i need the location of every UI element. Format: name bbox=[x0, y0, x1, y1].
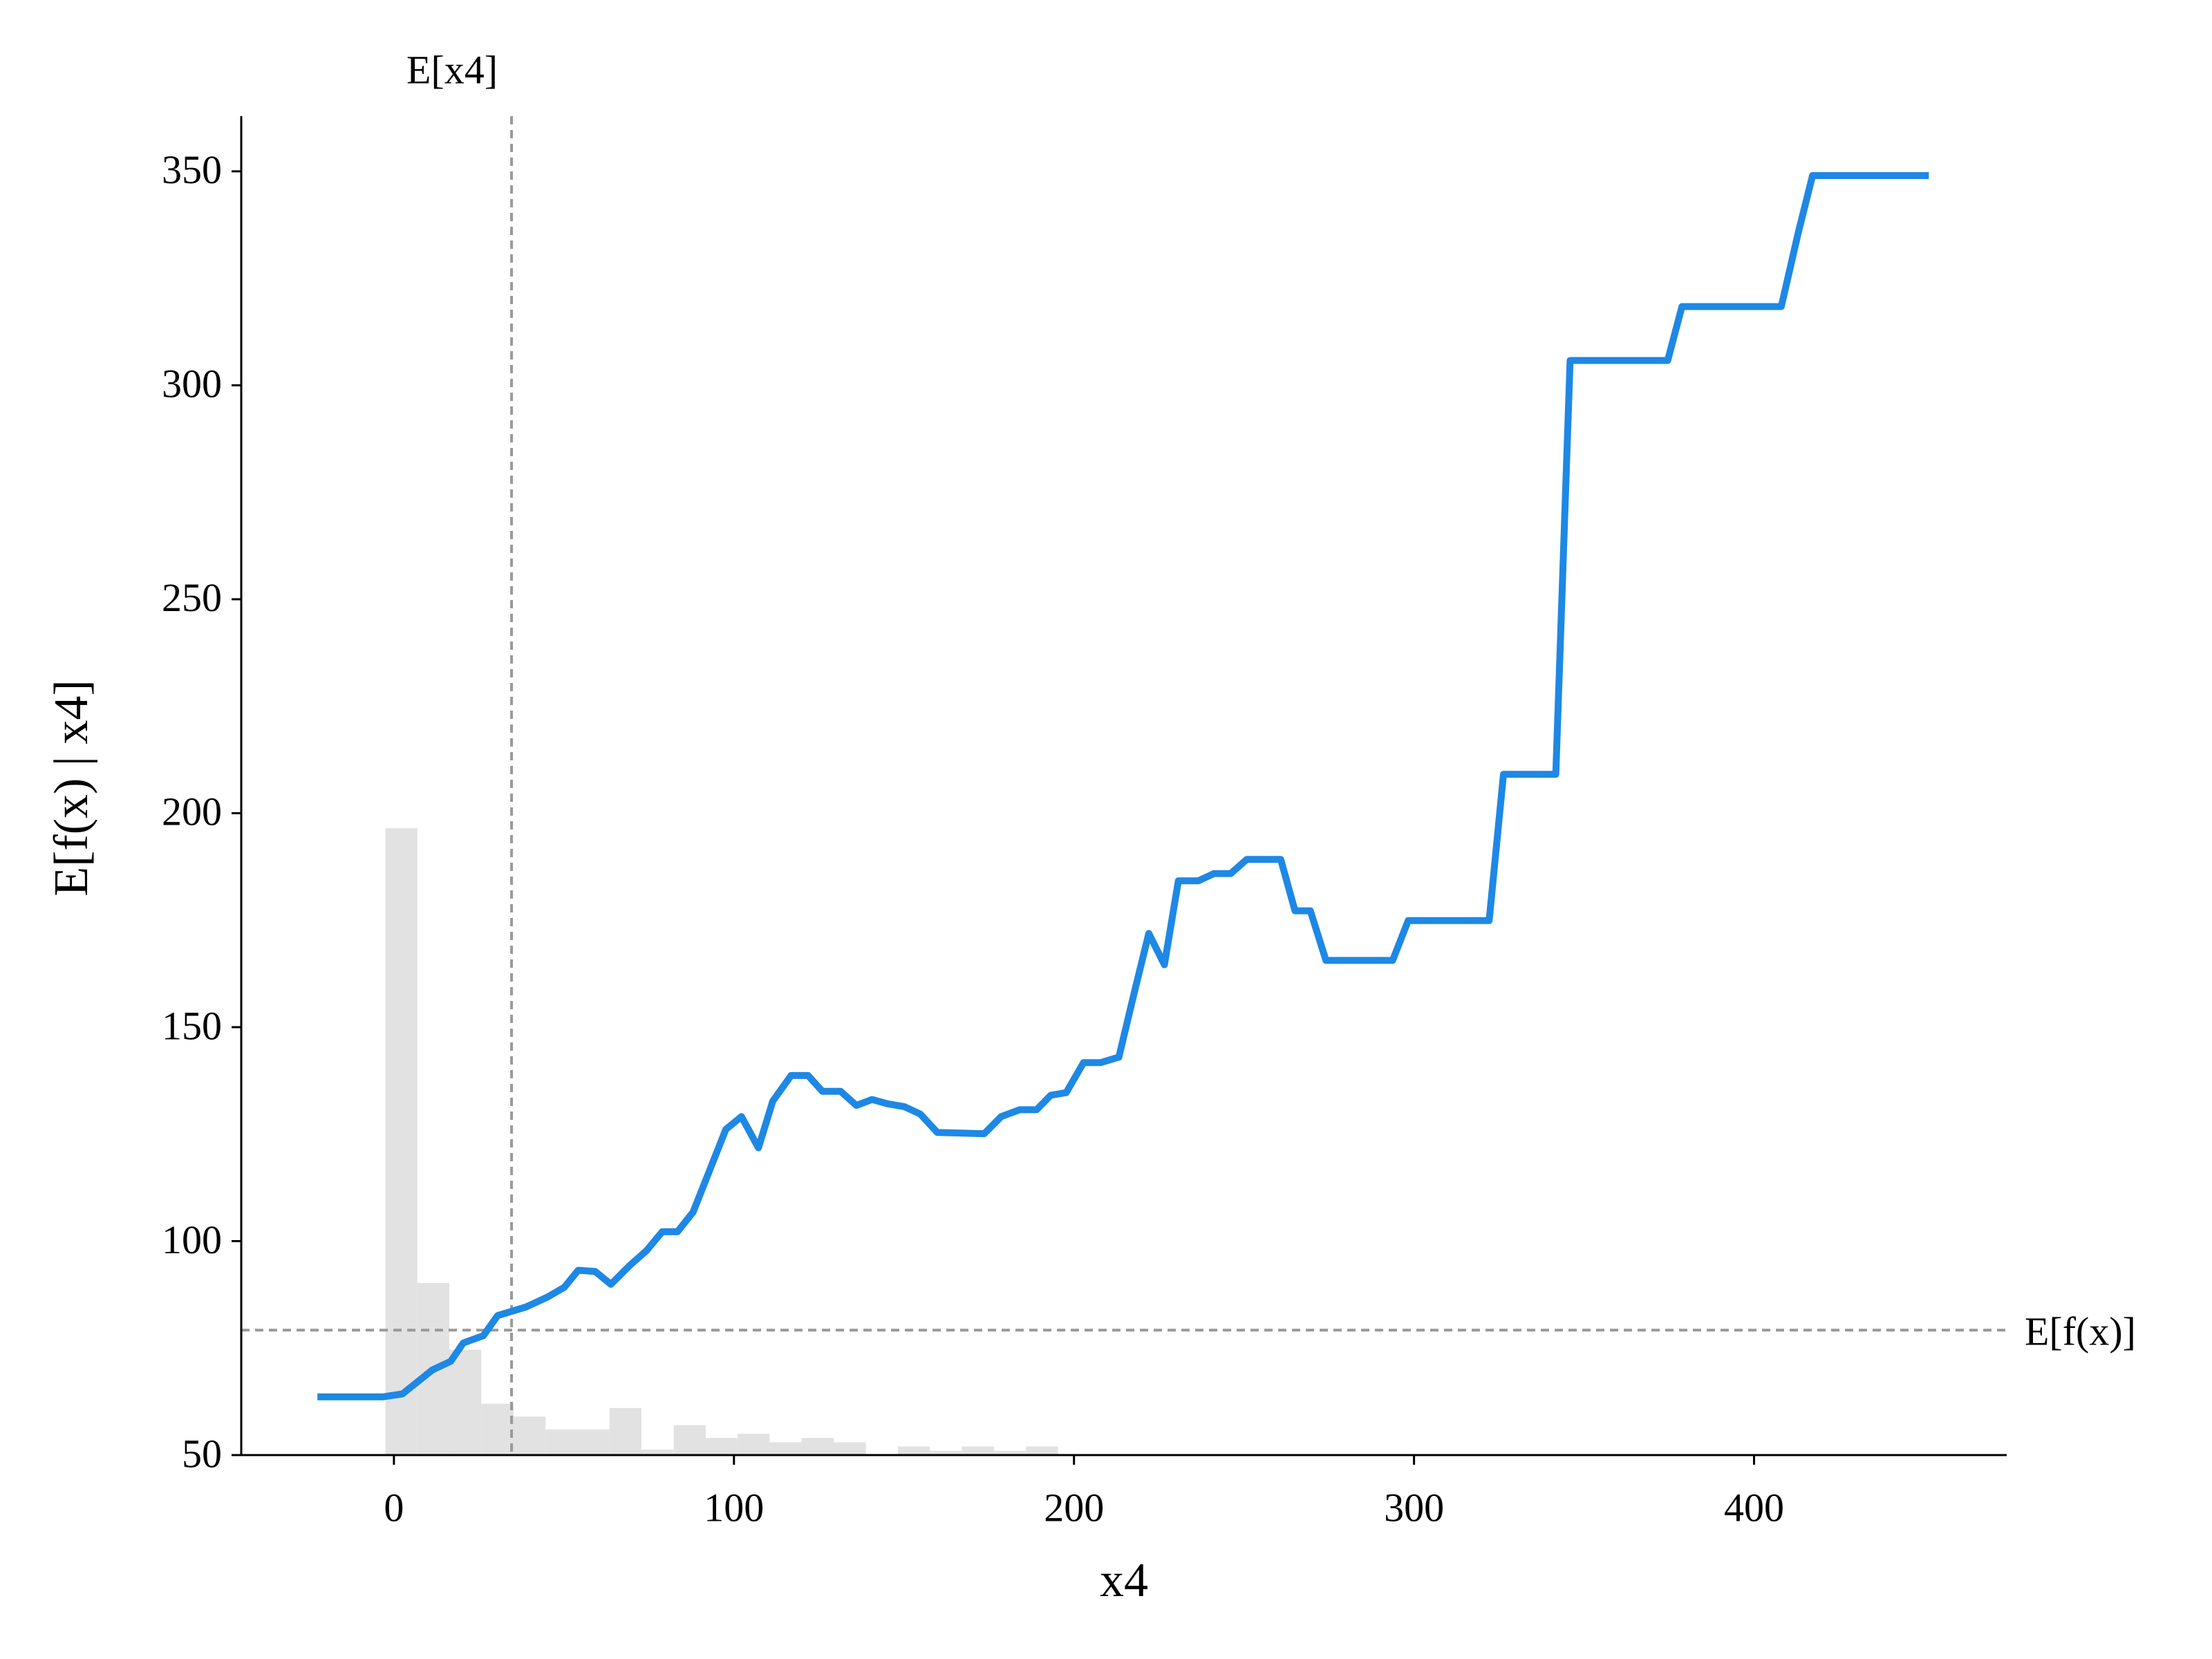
histogram-bar bbox=[930, 1450, 962, 1455]
x-tick-label: 400 bbox=[1724, 1485, 1784, 1530]
x-tick-label: 100 bbox=[704, 1485, 764, 1530]
histogram-bar bbox=[673, 1425, 706, 1455]
y-tick-label: 250 bbox=[162, 575, 222, 620]
y-tick-label: 350 bbox=[162, 147, 222, 192]
y-tick-label: 300 bbox=[162, 362, 222, 406]
histogram bbox=[385, 828, 1058, 1455]
histogram-bar bbox=[897, 1446, 930, 1455]
histogram-bar bbox=[834, 1442, 866, 1455]
plot-lines bbox=[317, 172, 1929, 1400]
histogram-bar bbox=[994, 1450, 1027, 1455]
histogram-bar bbox=[545, 1429, 578, 1455]
expected-x-label: E[x4] bbox=[406, 47, 498, 92]
y-tick-label: 100 bbox=[162, 1217, 222, 1262]
reference-lines: E[x4] E[f(x)] bbox=[241, 47, 2136, 1455]
x-tick-label: 0 bbox=[384, 1485, 404, 1530]
histogram-bar bbox=[801, 1438, 834, 1455]
histogram-bar bbox=[577, 1429, 610, 1455]
x-axis-label: x4 bbox=[1100, 1554, 1148, 1607]
histogram-bar bbox=[385, 828, 418, 1455]
histogram-bar bbox=[609, 1407, 641, 1455]
y-tick-label: 200 bbox=[162, 789, 222, 834]
axes: 0 100 200 300 400 50 100 150 200 250 300 350 bbox=[162, 116, 2007, 1530]
histogram-bar bbox=[641, 1449, 674, 1455]
histogram-bar bbox=[738, 1434, 770, 1455]
histogram-bar bbox=[769, 1442, 802, 1455]
histogram-bar bbox=[481, 1403, 514, 1455]
histogram-bar bbox=[514, 1416, 546, 1455]
histogram-bar bbox=[962, 1446, 995, 1455]
y-tick-label: 150 bbox=[162, 1003, 222, 1048]
y-tick-label: 50 bbox=[182, 1431, 222, 1476]
x-tick-label: 300 bbox=[1384, 1485, 1444, 1530]
series-line bbox=[317, 172, 1929, 1400]
y-axis-label: E[f(x) | x4] bbox=[45, 679, 98, 896]
x-tick-label: 200 bbox=[1044, 1485, 1104, 1530]
histogram-bar bbox=[705, 1438, 738, 1455]
expected-value-label: E[f(x)] bbox=[2025, 1309, 2136, 1354]
histogram-bar bbox=[1026, 1446, 1058, 1455]
histogram-bar bbox=[449, 1349, 482, 1455]
